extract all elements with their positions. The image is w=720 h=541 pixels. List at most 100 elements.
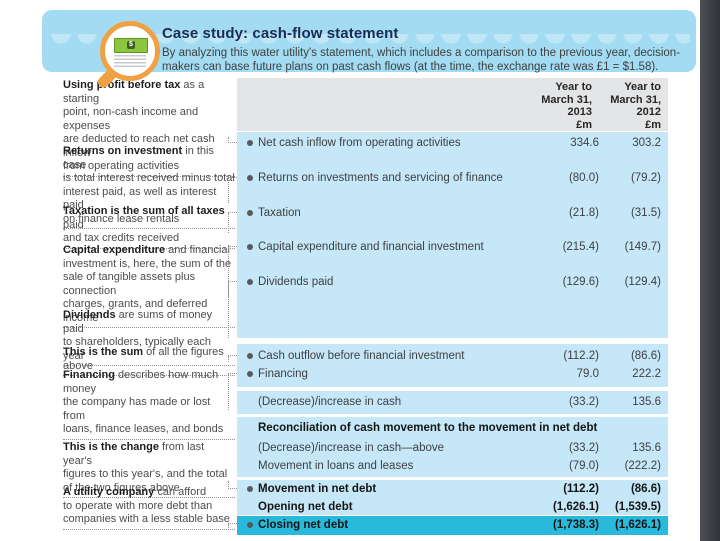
- bullet-icon: [247, 244, 253, 250]
- table-section-header: Reconciliation of cash movement to the m…: [237, 420, 668, 436]
- column-header-2012: Year to March 31, 2012 £m: [610, 81, 661, 131]
- table-panel: [237, 344, 668, 387]
- bullet-icon: [247, 140, 253, 146]
- row-value-2012: (1,626.1): [614, 519, 661, 531]
- row-value-2013: (215.4): [562, 241, 599, 253]
- row-value-2013: (1,738.3): [552, 519, 599, 531]
- connector-line: [228, 374, 229, 410]
- annotation-text: in this case is total interest received …: [63, 145, 235, 225]
- annotation-text: can afford to operate with more debt tha…: [63, 486, 230, 525]
- magnifier-lens-icon: $: [100, 21, 160, 81]
- bullet-icon: [247, 371, 253, 377]
- row-label: Net cash inflow from operating activitie…: [258, 137, 461, 149]
- row-value-2012: (86.6): [630, 350, 661, 362]
- banknote-icon: $: [114, 38, 148, 53]
- connector-line: [228, 356, 229, 362]
- row-value-2013: (33.2): [568, 442, 599, 454]
- table-row: Opening net debt (1,626.1) (1,539.5): [237, 499, 668, 515]
- table-row: (Decrease)/increase in cash—above (33.2)…: [237, 440, 668, 456]
- row-label: (Decrease)/increase in cash—above: [258, 442, 445, 454]
- connector-line: [228, 213, 229, 233]
- annotation-bold: Capital expenditure: [63, 244, 166, 256]
- annotation-text: paid and tax credits received: [63, 218, 180, 245]
- row-label: Movement in net debt: [258, 483, 377, 495]
- bullet-icon: [247, 175, 253, 181]
- annotation-dividends: Dividends are sums of money paid to shar…: [63, 309, 235, 366]
- table-row: Net cash inflow from operating activitie…: [237, 135, 668, 151]
- table-row: (Decrease)/increase in cash (33.2) 135.6: [237, 394, 668, 410]
- row-value-2013: (1,626.1): [552, 501, 599, 513]
- table-row: Dividends paid (129.6) (129.4): [237, 274, 668, 290]
- table-row: Movement in loans and leases (79.0) (222…: [237, 458, 668, 474]
- row-label: Cash outflow before financial investment: [258, 350, 465, 362]
- section-header-label: Reconciliation of cash movement to the m…: [258, 422, 598, 434]
- connector-line: [228, 282, 229, 338]
- annotation-sum-of-figures: This is the sum of all the figures above: [63, 346, 235, 376]
- row-value-2012: (1,539.5): [614, 501, 661, 513]
- annotation-bold: This is the sum: [63, 346, 144, 358]
- dotted-rule: [63, 365, 235, 366]
- dotted-rule: [63, 247, 235, 249]
- page-edge-shadow: [700, 0, 720, 541]
- annotation-text: as a starting point, non-cash income and…: [63, 79, 215, 172]
- annotation-bold: Dividends: [63, 309, 116, 321]
- table-panel: [237, 132, 668, 338]
- row-label: Returns on investments and servicing of …: [258, 172, 503, 184]
- row-value-2013: 334.6: [570, 137, 599, 149]
- table-panel: [237, 391, 668, 414]
- row-value-2012: (79.2): [630, 172, 661, 184]
- row-label: Closing net debt: [258, 519, 349, 531]
- magnifier-money-icon: $: [95, 21, 160, 90]
- table-row-closing-net-debt: Closing net debt (1,738.3) (1,626.1): [237, 517, 668, 533]
- annotation-taxation: Taxation is the sum of all taxes paid an…: [63, 205, 235, 249]
- bullet-icon: [247, 210, 253, 216]
- table-row: Movement in net debt (112.2) (86.6): [237, 481, 668, 497]
- column-header-bar: Year to March 31, 2013 £m Year to March …: [237, 78, 668, 131]
- row-label: Opening net debt: [258, 501, 353, 513]
- cash-flow-table: Year to March 31, 2013 £m Year to March …: [237, 78, 668, 535]
- dollar-icon: $: [127, 41, 135, 49]
- row-label: Dividends paid: [258, 276, 334, 288]
- dotted-rule: [63, 497, 235, 498]
- row-value-2012: (149.7): [624, 241, 661, 253]
- table-row: Capital expenditure and financial invest…: [237, 239, 668, 255]
- row-value-2012: 303.2: [632, 137, 661, 149]
- row-value-2013: (129.6): [562, 276, 599, 288]
- dotted-rule: [63, 228, 235, 229]
- page-title: Case study: cash-flow statement: [162, 25, 399, 42]
- header-band: $ Case study: cash-flow statement By ana…: [42, 10, 696, 90]
- annotation-utility-company: A utility company can afford to operate …: [63, 486, 235, 530]
- row-value-2013: (80.0): [568, 172, 599, 184]
- closing-net-debt-highlight: [237, 516, 668, 535]
- annotation-bold: A utility company: [63, 486, 155, 498]
- annotation-text: from last year's figures to this year's,…: [63, 441, 228, 494]
- annotation-returns-on-investment: Returns on investment in this case is to…: [63, 145, 235, 229]
- row-value-2012: 135.6: [632, 442, 661, 454]
- annotation-text: and financial investment is, here, the s…: [63, 244, 232, 324]
- row-label: (Decrease)/increase in cash: [258, 396, 402, 408]
- row-value-2012: (222.2): [624, 460, 661, 472]
- row-label: Financing: [258, 368, 308, 380]
- bullet-icon: [247, 279, 253, 285]
- table-row: Taxation (21.8) (31.5): [237, 205, 668, 221]
- annotation-financing: Financing describes how much money the c…: [63, 369, 235, 440]
- annotation-text: of all the figures above: [63, 346, 224, 372]
- annotation-text: describes how much money the company has…: [63, 369, 224, 435]
- bullet-icon: [247, 486, 253, 492]
- row-value-2012: 135.6: [632, 396, 661, 408]
- dotted-rule: [63, 438, 235, 440]
- row-value-2013: (33.2): [568, 396, 599, 408]
- annotation-profit-before-tax: Using profit before tax as a starting po…: [63, 79, 235, 177]
- row-value-2013: 79.0: [576, 368, 599, 380]
- row-value-2012: (86.6): [630, 483, 661, 495]
- row-value-2013: (112.2): [563, 350, 599, 362]
- dotted-rule: [63, 175, 235, 177]
- annotation-bold: This is the change: [63, 441, 159, 453]
- page-description: By analyzing this water utility's statem…: [162, 47, 681, 73]
- table-row: Financing 79.0 222.2: [237, 366, 668, 382]
- row-value-2012: (129.4): [624, 276, 661, 288]
- annotation-text: are sums of money paid to shareholders, …: [63, 309, 213, 362]
- row-value-2013: (112.2): [563, 483, 599, 495]
- bullet-icon: [247, 522, 253, 528]
- row-value-2013: (79.0): [568, 460, 599, 472]
